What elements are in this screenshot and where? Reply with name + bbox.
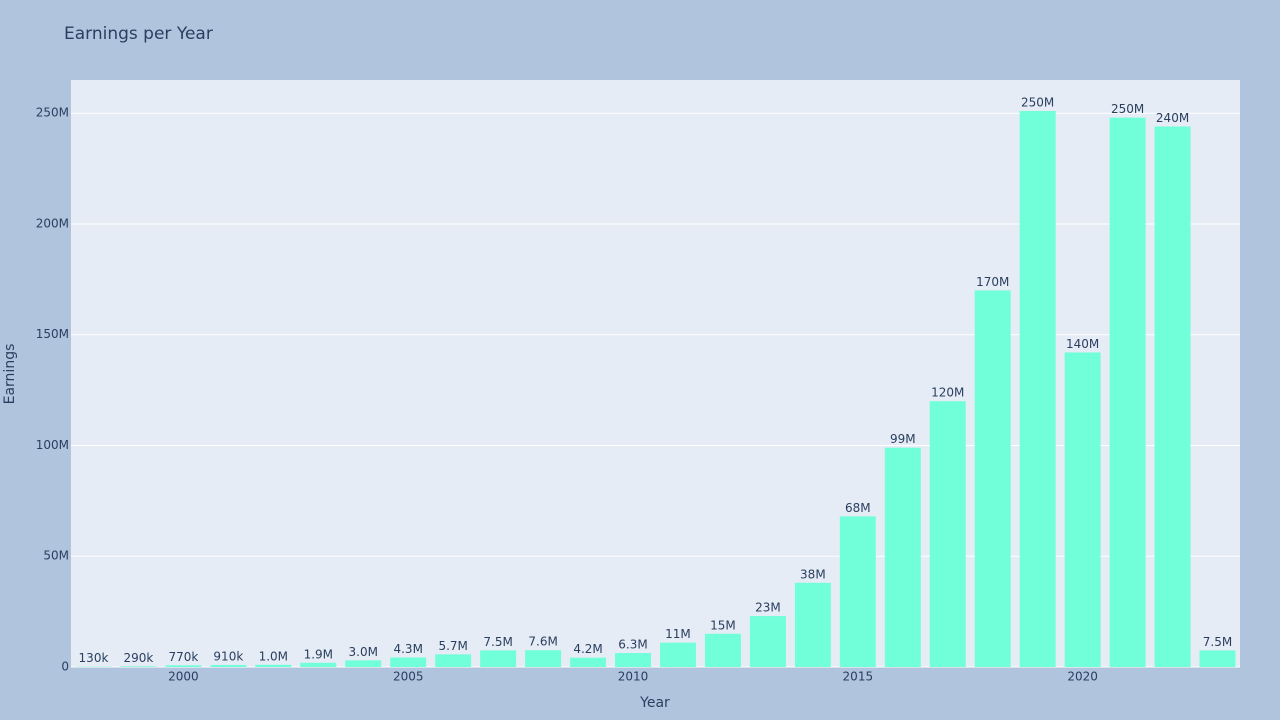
- y-tick-label: 50M: [43, 549, 69, 563]
- bar: [839, 516, 876, 667]
- data-label: 250M: [1111, 102, 1144, 116]
- bar: [480, 650, 517, 667]
- data-label: 1.0M: [259, 649, 288, 663]
- y-axis-title: Earnings: [2, 344, 18, 405]
- data-label: 1.9M: [304, 647, 333, 661]
- data-label: 240M: [1156, 111, 1189, 125]
- bar: [255, 664, 292, 667]
- data-label: 170M: [976, 275, 1009, 289]
- bar: [1019, 111, 1056, 667]
- data-label: 15M: [710, 618, 736, 632]
- bar: [974, 290, 1011, 667]
- bar: [1154, 126, 1191, 668]
- data-label: 99M: [890, 432, 916, 446]
- data-label: 4.2M: [573, 642, 602, 656]
- y-tick-label: 150M: [36, 327, 69, 341]
- bar: [570, 657, 607, 667]
- bar: [525, 650, 562, 667]
- x-tick-label: 2015: [843, 670, 874, 684]
- y-tick-label: 250M: [36, 106, 69, 120]
- bar: [704, 633, 741, 667]
- data-label: 130k: [79, 651, 109, 665]
- data-label: 250M: [1021, 96, 1054, 110]
- data-label: 11M: [665, 627, 691, 641]
- data-label: 140M: [1066, 337, 1099, 351]
- y-tick-label: 0: [61, 660, 69, 674]
- x-tick-label: 2005: [393, 670, 424, 684]
- bar: [749, 616, 786, 667]
- bar: [165, 665, 202, 667]
- data-label: 4.3M: [393, 642, 422, 656]
- data-label: 7.5M: [1203, 635, 1232, 649]
- bar: [615, 653, 652, 667]
- bar: [659, 642, 696, 667]
- bar: [120, 666, 157, 667]
- data-label: 23M: [755, 601, 781, 615]
- data-label: 68M: [845, 501, 871, 515]
- bar: [435, 654, 472, 667]
- bar: [345, 660, 382, 667]
- bar: [1064, 352, 1101, 667]
- y-tick-label: 200M: [36, 216, 69, 230]
- data-label: 290k: [124, 651, 154, 665]
- bar: [390, 657, 427, 667]
- bar: [300, 662, 337, 667]
- bar: [1199, 650, 1236, 667]
- x-tick-label: 2010: [618, 670, 649, 684]
- y-tick-label: 100M: [36, 438, 69, 452]
- data-label: 770k: [168, 650, 198, 664]
- data-label: 7.6M: [528, 635, 557, 649]
- data-label: 910k: [213, 649, 243, 663]
- bar: [929, 401, 966, 667]
- data-label: 7.5M: [483, 635, 512, 649]
- bar: [884, 447, 921, 667]
- bar: [1109, 117, 1146, 667]
- data-label: 3.0M: [349, 645, 378, 659]
- bar: [210, 664, 247, 667]
- x-tick-label: 2020: [1067, 670, 1098, 684]
- data-label: 5.7M: [438, 639, 467, 653]
- data-label: 120M: [931, 386, 964, 400]
- x-tick-label: 2000: [168, 670, 199, 684]
- bar: [794, 582, 831, 667]
- data-label: 6.3M: [618, 638, 647, 652]
- chart-title: Earnings per Year: [64, 24, 213, 44]
- x-axis-title: Year: [639, 695, 670, 711]
- data-label: 38M: [800, 567, 826, 581]
